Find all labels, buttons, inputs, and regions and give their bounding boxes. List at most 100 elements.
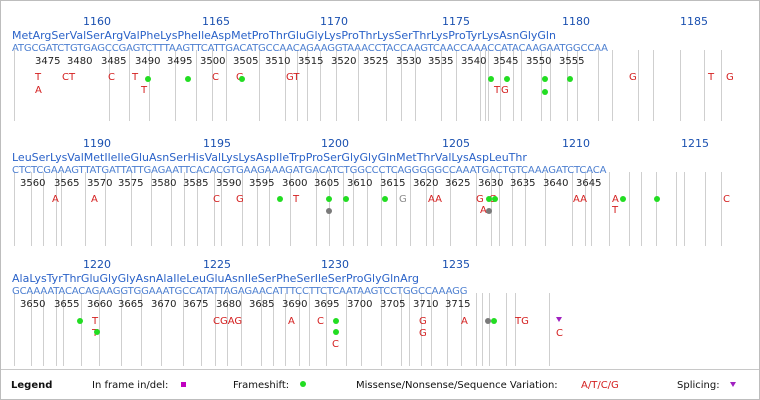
codon-number: 1225 (203, 258, 231, 271)
position-number: 3630 (478, 178, 504, 189)
frameshift-dot[interactable] (654, 196, 660, 202)
grid-line (320, 50, 321, 121)
grid-line (676, 172, 677, 246)
variation-label[interactable]: T (141, 85, 148, 96)
variation-label[interactable]: A (35, 85, 42, 96)
frameshift-dot[interactable] (185, 76, 191, 82)
position-number: 3675 (183, 299, 209, 310)
variation-label[interactable]: G (726, 72, 734, 83)
position-number: 3635 (510, 178, 536, 189)
variation-label[interactable]: T (494, 85, 501, 96)
frameshift-dot[interactable] (333, 329, 339, 335)
legend: Legend In frame in/del: Frameshift: Missens… (1, 369, 759, 399)
codon-number: 1165 (202, 15, 230, 28)
variation-label[interactable]: G (629, 72, 637, 83)
unknown-dot[interactable] (485, 318, 491, 324)
variation-label[interactable]: GT (286, 72, 300, 83)
grid-line (421, 293, 422, 366)
grid-line (151, 172, 152, 246)
variation-label[interactable]: T (708, 72, 715, 83)
frameshift-dot[interactable] (94, 329, 100, 335)
frameshift-dot[interactable] (145, 76, 151, 82)
frameshift-dot[interactable] (488, 76, 494, 82)
frameshift-dot[interactable] (567, 76, 573, 82)
splicing-marker[interactable] (556, 317, 562, 322)
frameshift-dot[interactable] (277, 196, 283, 202)
variation-label[interactable]: T (132, 72, 139, 83)
grid-line (656, 172, 657, 246)
frameshift-dot[interactable] (343, 196, 349, 202)
position-number: 3580 (151, 178, 177, 189)
grid-line (450, 172, 451, 246)
variation-label[interactable]: T (35, 72, 42, 83)
variation-label[interactable]: A (52, 194, 59, 205)
grid-line (381, 293, 382, 366)
frameshift-dot[interactable] (491, 318, 497, 324)
variation-label[interactable]: G (476, 194, 484, 205)
grid-line (299, 293, 300, 366)
position-number: 3595 (249, 178, 275, 189)
variation-label[interactable]: C (332, 339, 339, 350)
variation-label[interactable]: C (108, 72, 115, 83)
grid-line (488, 50, 489, 121)
position-number: 3700 (347, 299, 373, 310)
variation-label[interactable]: CGAG (213, 316, 243, 327)
unknown-label[interactable]: G (399, 194, 407, 205)
variation-label[interactable]: A (461, 316, 468, 327)
grid-line (56, 293, 57, 366)
frameshift-dot[interactable] (239, 76, 245, 82)
variation-label[interactable]: C (213, 194, 220, 205)
grid-line (515, 293, 516, 366)
grid-line (476, 172, 477, 246)
variation-label[interactable]: G (501, 85, 509, 96)
variation-label[interactable]: T (92, 316, 99, 327)
frameshift-dot[interactable] (77, 318, 83, 324)
variation-label[interactable]: AA (428, 194, 442, 205)
variation-label[interactable]: C (212, 72, 219, 83)
grid-line (721, 172, 722, 246)
frameshift-dot[interactable] (542, 76, 548, 82)
variation-label[interactable]: A (288, 316, 295, 327)
position-number: 3510 (265, 56, 291, 67)
unknown-dot[interactable] (326, 208, 332, 214)
frameshift-dot[interactable] (620, 196, 626, 202)
position-number: 3705 (380, 299, 406, 310)
variation-label[interactable]: CT (62, 72, 76, 83)
nucleotide-row: ATGCGATCTGTGAGCCGAGTCTTTAAGTTCATTGACATGC… (12, 43, 608, 54)
variation-label[interactable]: AA (573, 194, 587, 205)
variation-label[interactable]: G (419, 328, 427, 339)
position-number: 3710 (413, 299, 439, 310)
position-number: 3540 (461, 56, 487, 67)
variation-label[interactable]: C (317, 316, 324, 327)
codon-number: 1170 (320, 15, 348, 28)
variation-label[interactable]: A (91, 194, 98, 205)
variation-label[interactable]: A (480, 205, 487, 216)
grid-line (489, 293, 490, 366)
grid-line (336, 50, 337, 121)
variation-label[interactable]: C (556, 328, 563, 339)
grid-line (447, 293, 448, 366)
frameshift-dot[interactable] (504, 76, 510, 82)
frameshift-dot[interactable] (382, 196, 388, 202)
variation-label[interactable]: C (723, 194, 730, 205)
variation-label[interactable]: A (612, 194, 619, 205)
frameshift-dot[interactable] (326, 196, 332, 202)
position-number: 3695 (314, 299, 340, 310)
grid-line (212, 50, 213, 121)
grid-line (485, 50, 486, 121)
variation-label[interactable]: T (293, 194, 300, 205)
grid-line (456, 50, 457, 121)
frameshift-dot[interactable] (486, 196, 492, 202)
grid-line (343, 172, 344, 246)
variation-label[interactable]: G (236, 194, 244, 205)
frameshift-dot[interactable] (492, 196, 498, 202)
unknown-dot[interactable] (486, 208, 492, 214)
variation-label[interactable]: TG (515, 316, 529, 327)
grid-line (704, 50, 705, 121)
grid-line (175, 50, 176, 121)
grid-line (227, 293, 228, 366)
frameshift-dot[interactable] (542, 89, 548, 95)
variation-label[interactable]: G (419, 316, 427, 327)
frameshift-dot[interactable] (333, 318, 339, 324)
variation-label[interactable]: T (612, 205, 619, 216)
